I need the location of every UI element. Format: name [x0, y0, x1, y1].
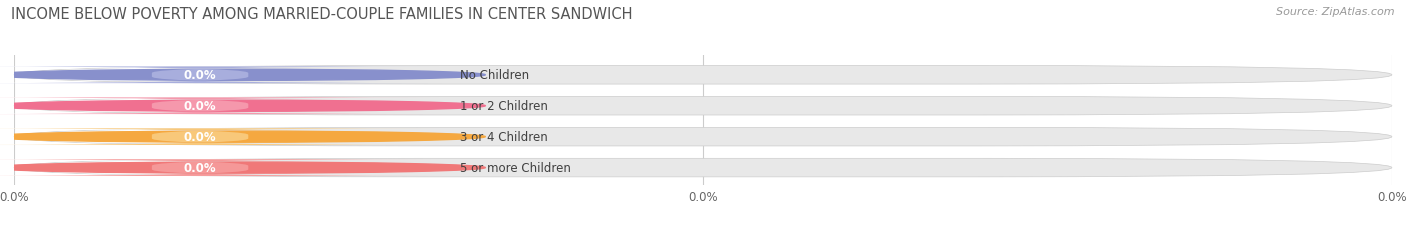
- Text: 0.0%: 0.0%: [184, 131, 217, 143]
- FancyBboxPatch shape: [14, 66, 1392, 85]
- FancyBboxPatch shape: [0, 67, 441, 84]
- FancyBboxPatch shape: [0, 160, 441, 176]
- Text: No Children: No Children: [461, 69, 530, 82]
- Text: 5 or more Children: 5 or more Children: [461, 161, 571, 174]
- FancyBboxPatch shape: [0, 98, 373, 115]
- FancyBboxPatch shape: [0, 129, 373, 145]
- FancyBboxPatch shape: [0, 160, 373, 176]
- Text: INCOME BELOW POVERTY AMONG MARRIED-COUPLE FAMILIES IN CENTER SANDWICH: INCOME BELOW POVERTY AMONG MARRIED-COUPL…: [11, 7, 633, 22]
- FancyBboxPatch shape: [0, 67, 373, 84]
- FancyBboxPatch shape: [14, 159, 1392, 177]
- Text: 0.0%: 0.0%: [184, 69, 217, 82]
- Text: 1 or 2 Children: 1 or 2 Children: [461, 100, 548, 113]
- Text: 3 or 4 Children: 3 or 4 Children: [461, 131, 548, 143]
- Text: 0.0%: 0.0%: [184, 100, 217, 113]
- Text: 0.0%: 0.0%: [184, 161, 217, 174]
- Circle shape: [0, 131, 485, 143]
- Text: Source: ZipAtlas.com: Source: ZipAtlas.com: [1277, 7, 1395, 17]
- Circle shape: [0, 101, 485, 112]
- Circle shape: [0, 70, 485, 81]
- FancyBboxPatch shape: [0, 129, 441, 145]
- FancyBboxPatch shape: [14, 97, 1392, 116]
- Circle shape: [0, 162, 485, 173]
- FancyBboxPatch shape: [14, 128, 1392, 146]
- FancyBboxPatch shape: [0, 98, 441, 115]
